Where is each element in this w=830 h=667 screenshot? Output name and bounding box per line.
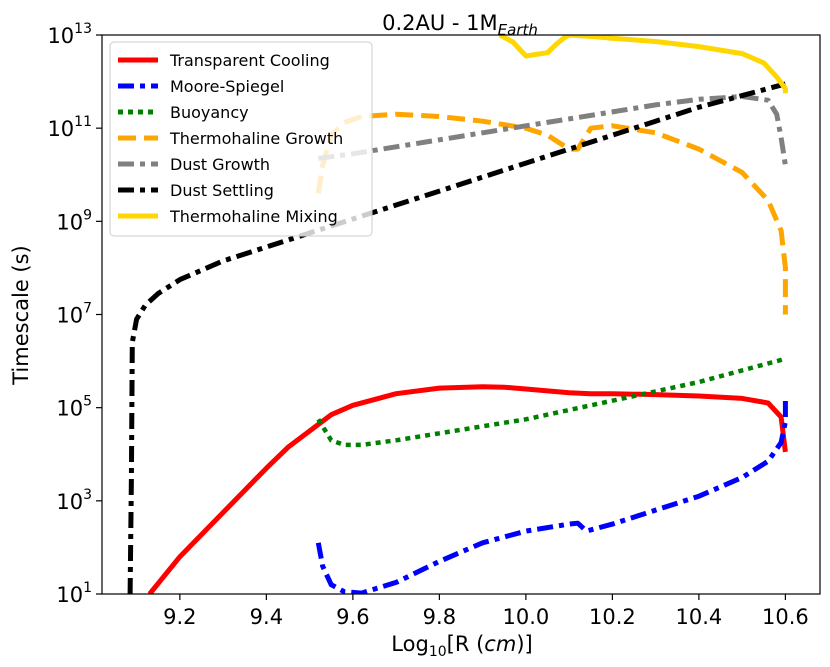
- y-axis-label: Timescale (s): [9, 245, 33, 386]
- x-tick-label: 10.2: [589, 605, 636, 629]
- series-thermohaline-growth-line: [315, 111, 788, 315]
- legend-label-moore-spiegel: Moore-Spiegel: [170, 77, 284, 96]
- legend: Transparent Cooling Moore-Spiegel Buoyancy…: [109, 41, 373, 237]
- series-moore-spiegel-line: [315, 396, 788, 594]
- x-tick-label: 10.6: [762, 605, 809, 629]
- legend-label-buoyancy: Buoyancy: [170, 103, 249, 122]
- legend-label-thermohaline-mixing: Thermohaline Mixing: [169, 207, 338, 226]
- legend-label-transparent-cooling: Transparent Cooling: [169, 51, 330, 70]
- y-tick-label: 101: [56, 580, 92, 607]
- x-axis: 9.2 9.4 9.6 9.8 10.0 10.2 10.4 10.6: [163, 594, 809, 629]
- x-tick-label: 10.0: [502, 605, 549, 629]
- series-thermohaline-mixing-line: [498, 35, 788, 94]
- y-tick-label: 103: [56, 487, 92, 514]
- y-tick-label: 105: [56, 394, 92, 421]
- legend-label-dust-growth: Dust Growth: [170, 155, 270, 174]
- legend-label-dust-settling: Dust Settling: [170, 181, 274, 200]
- x-tick-label: 9.4: [250, 605, 283, 629]
- series-dust-growth-line: [317, 94, 788, 166]
- x-tick-label: 9.8: [423, 605, 456, 629]
- y-tick-label: 109: [56, 207, 92, 234]
- y-tick-label: 1013: [47, 21, 92, 48]
- legend-label-thermohaline-growth: Thermohaline Growth: [169, 129, 343, 148]
- y-axis: 101 103 105 107 109 1011 1013: [47, 21, 102, 607]
- series-buoyancy-line: [316, 356, 786, 448]
- x-axis-label: Log10[R (cm)]: [391, 632, 532, 660]
- x-tick-label: 9.6: [336, 605, 369, 629]
- legend-box: [109, 41, 373, 237]
- y-tick-label: 107: [56, 301, 92, 328]
- x-tick-label: 10.4: [676, 605, 723, 629]
- y-tick-label: 1011: [47, 114, 92, 141]
- series-transparent-cooling-line: [147, 384, 788, 594]
- x-tick-label: 9.2: [163, 605, 196, 629]
